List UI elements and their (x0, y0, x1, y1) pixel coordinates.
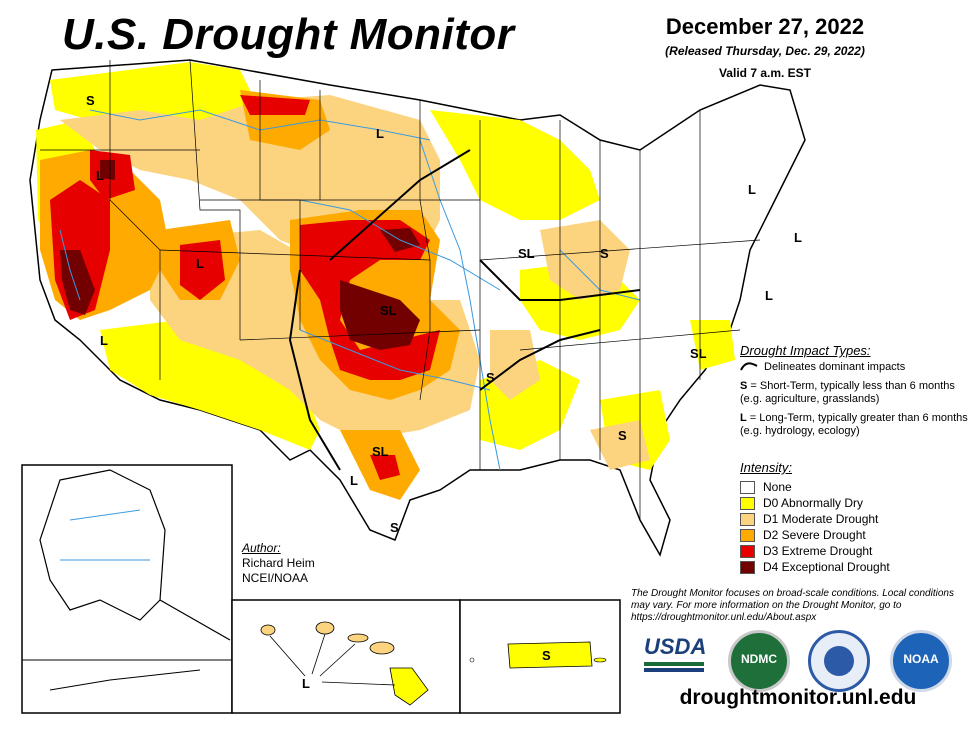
legend-label: D1 Moderate Drought (763, 512, 879, 526)
impact-types-legend: Drought Impact Types: Delineates dominan… (740, 344, 970, 438)
usda-logo-text: USDA (644, 634, 707, 659)
legend-swatch (740, 512, 755, 526)
commerce-seal-logo (808, 630, 870, 692)
impact-label: SL (690, 346, 707, 361)
impact-label: SL (380, 303, 397, 318)
intensity-heading: Intensity: (740, 460, 793, 475)
impact-label: L (376, 126, 384, 141)
legend-label: D4 Exceptional Drought (763, 560, 890, 574)
legend-label: D0 Abnormally Dry (763, 496, 864, 510)
impact-label: L (100, 333, 108, 348)
legend-label: D2 Severe Drought (763, 528, 866, 542)
map-title: U.S. Drought Monitor (62, 10, 515, 59)
legend-swatch (740, 560, 755, 574)
long-term-row: L = Long-Term, typically greater than 6 … (740, 412, 970, 438)
short-term-key: S (740, 380, 748, 392)
impact-label: S (542, 648, 551, 663)
impact-label: L (765, 288, 773, 303)
impact-label: S (618, 428, 627, 443)
usda-logo: USDA (644, 634, 707, 678)
author-block: Author: Richard Heim NCEI/NOAA (242, 541, 315, 586)
noaa-logo-text: NOAA (903, 652, 939, 666)
impact-label: SL (518, 246, 535, 261)
short-term-text: = Short-Term, typically less than 6 mont… (740, 380, 955, 405)
long-term-key: L (740, 412, 747, 424)
legend-item-d0: D0 Abnormally Dry (740, 495, 970, 511)
release-date: (Released Thursday, Dec. 29, 2022) (665, 44, 865, 58)
legend-item-d1: D1 Moderate Drought (740, 511, 970, 527)
legend-item-d3: D3 Extreme Drought (740, 543, 970, 559)
impact-label: L (96, 168, 104, 183)
legend-item-none: None (740, 479, 970, 495)
legend-item-d2: D2 Severe Drought (740, 527, 970, 543)
hawaii-inset (231, 599, 461, 714)
noaa-logo: NOAA (890, 630, 952, 692)
impact-label: L (196, 256, 204, 271)
author-heading: Author: (242, 541, 281, 555)
impact-line-icon (740, 362, 758, 371)
legend-swatch (740, 544, 755, 558)
impact-label: L (350, 473, 358, 488)
impact-label: L (794, 230, 802, 245)
author-org: NCEI/NOAA (242, 571, 309, 585)
long-term-text: = Long-Term, typically greater than 6 mo… (740, 412, 968, 437)
short-term-row: S = Short-Term, typically less than 6 mo… (740, 380, 970, 406)
impact-types-heading: Drought Impact Types: (740, 343, 871, 358)
impact-label: L (748, 182, 756, 197)
alaska-shape (39, 469, 166, 621)
website-url[interactable]: droughtmonitor.unl.edu (679, 686, 917, 709)
impact-label: L (302, 676, 310, 691)
valid-time: Valid 7 a.m. EST (718, 66, 812, 80)
map-date: December 27, 2022 (665, 14, 865, 39)
legend-label: D3 Extreme Drought (763, 544, 873, 558)
legend-swatch (740, 496, 755, 510)
legend-swatch (740, 528, 755, 542)
author-name: Richard Heim (242, 556, 315, 570)
ndmc-logo: NDMC (728, 630, 790, 692)
impact-label: S (600, 246, 609, 261)
delineates-row: Delineates dominant impacts (740, 361, 970, 374)
intensity-legend: Intensity: None D0 Abnormally Dry D1 Mod… (740, 460, 970, 575)
ndmc-logo-text: NDMC (741, 652, 777, 666)
info-note: The Drought Monitor focuses on broad-sca… (631, 588, 954, 623)
legend-item-d4: D4 Exceptional Drought (740, 559, 970, 575)
impact-label: S (486, 370, 495, 385)
legend-label: None (763, 480, 792, 494)
impact-label: S (390, 520, 399, 535)
delineates-text: Delineates dominant impacts (764, 361, 906, 373)
impact-label: SL (372, 444, 389, 459)
impact-label: S (86, 93, 95, 108)
legend-swatch (740, 480, 755, 494)
